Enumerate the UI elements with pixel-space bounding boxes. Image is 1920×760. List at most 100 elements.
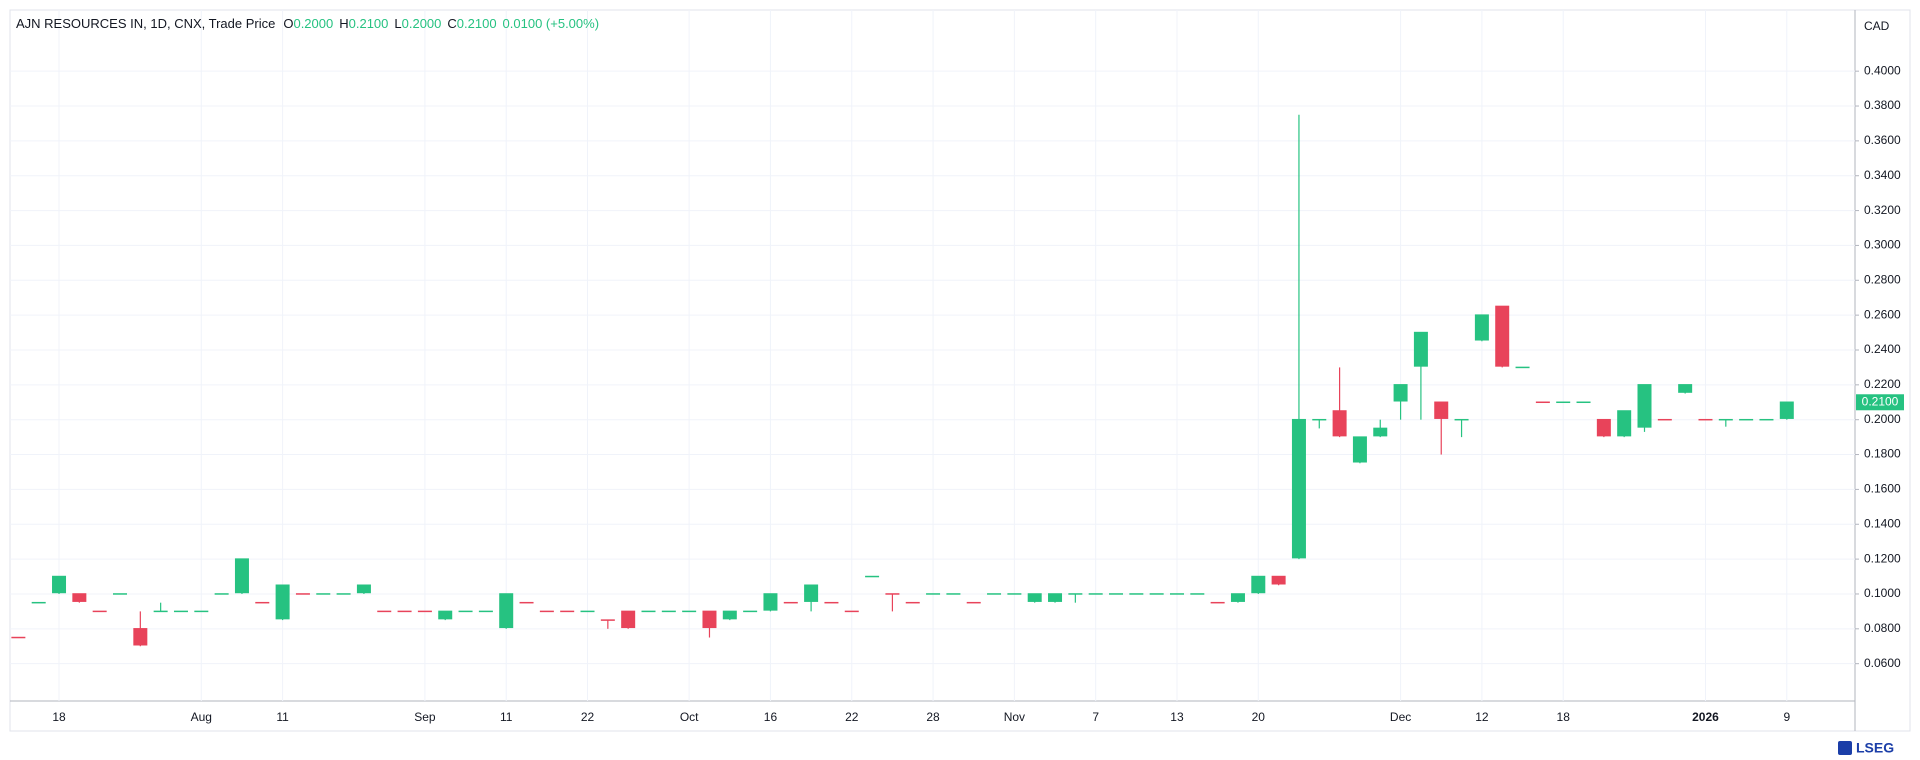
candle-body xyxy=(641,610,656,613)
candle-body xyxy=(865,575,880,578)
brand-logo: LSEG xyxy=(1838,740,1894,756)
candle-body xyxy=(905,601,920,604)
candle-body xyxy=(1678,384,1693,393)
candle-body xyxy=(1474,314,1489,341)
candle-body xyxy=(11,636,26,639)
x-tick-label: 7 xyxy=(1092,710,1099,724)
y-tick-label: 0.3400 xyxy=(1864,168,1901,182)
x-tick-label: 18 xyxy=(1557,710,1571,724)
candle-body xyxy=(763,593,778,611)
last-price-label: 0.2100 xyxy=(1862,394,1899,408)
candle-body xyxy=(1759,418,1774,421)
candle-body xyxy=(560,610,575,613)
x-tick-label: 22 xyxy=(845,710,859,724)
header: AJN RESOURCES IN, 1D, CNX, Trade Price O0… xyxy=(16,16,599,31)
y-tick-label: 0.3200 xyxy=(1864,203,1901,217)
candle-body xyxy=(417,610,432,613)
candle-body xyxy=(92,610,107,613)
ohlc-value: 0.2000 xyxy=(293,16,333,31)
y-tick-label: 0.2400 xyxy=(1864,342,1901,356)
candle-body xyxy=(72,593,87,602)
candle-body xyxy=(1596,418,1611,437)
x-tick-label: 11 xyxy=(276,710,289,724)
y-tick-label: 0.3000 xyxy=(1864,238,1901,252)
candle-body xyxy=(499,593,514,629)
x-tick-label: 11 xyxy=(500,710,513,724)
ohlc-key: O xyxy=(283,16,293,31)
candle-body xyxy=(356,584,371,594)
candle-body xyxy=(1495,305,1510,367)
y-tick-label: 0.2600 xyxy=(1864,307,1901,321)
candle-body xyxy=(1271,575,1286,585)
candle-body xyxy=(1230,593,1245,602)
ohlc-key: L xyxy=(394,16,401,31)
candle-body xyxy=(621,610,636,629)
candle-body xyxy=(804,584,819,602)
candle-body xyxy=(234,558,249,594)
x-tick-label: 20 xyxy=(1252,710,1266,724)
candle-body xyxy=(824,601,839,604)
candle-body xyxy=(458,610,473,613)
ohlc-key: H xyxy=(339,16,348,31)
brand-name: LSEG xyxy=(1856,740,1894,756)
axes: 0.0600 0.0800 0.1000 0.1200 0.1400 0.1600 0.18… xyxy=(52,63,1904,724)
y-tick-label: 0.1000 xyxy=(1864,586,1901,600)
candle-body xyxy=(1129,593,1144,595)
candle-body xyxy=(336,593,351,595)
x-tick-label: 16 xyxy=(764,710,778,724)
x-tick-label: 28 xyxy=(926,710,940,724)
candle-body xyxy=(966,601,981,604)
candle-body xyxy=(519,601,534,604)
candle-body xyxy=(1739,418,1754,421)
candle-body xyxy=(1454,418,1469,421)
last-price-box xyxy=(1856,394,1904,411)
candle-body xyxy=(1718,418,1733,421)
y-tick-label: 0.2800 xyxy=(1864,272,1901,286)
candle-body xyxy=(133,628,148,646)
candle-body xyxy=(194,610,209,613)
candle-body xyxy=(783,601,798,604)
candle-body xyxy=(1109,593,1124,595)
candle-body xyxy=(885,593,900,595)
y-tick-label: 0.0800 xyxy=(1864,621,1901,635)
candle-body xyxy=(539,610,554,613)
x-tick-label: Sep xyxy=(414,710,436,724)
candle-body xyxy=(1637,384,1652,428)
candle-body xyxy=(1413,331,1428,367)
candle-body xyxy=(1657,418,1672,421)
y-tick-label: 0.1200 xyxy=(1864,551,1901,565)
candle-body xyxy=(926,593,941,595)
y-tick-label: 0.2000 xyxy=(1864,412,1901,426)
candle-body xyxy=(438,610,453,620)
candle-body xyxy=(580,610,595,613)
brand-icon xyxy=(1838,741,1852,755)
ohlc-value: 0.2000 xyxy=(402,16,442,31)
x-tick-label: 2026 xyxy=(1692,710,1719,724)
candle-body xyxy=(1434,401,1449,419)
candle-body xyxy=(1169,593,1184,595)
candle-body xyxy=(1535,401,1550,404)
x-tick-label: Aug xyxy=(191,710,212,724)
x-tick-label: 18 xyxy=(52,710,66,724)
candle-body xyxy=(1556,401,1571,404)
candle-body xyxy=(1779,401,1794,419)
candle-body xyxy=(1068,593,1083,595)
ohlc-value: 0.2100 xyxy=(457,16,497,31)
candle-body xyxy=(1027,593,1042,602)
candle-body xyxy=(1048,593,1063,602)
candle-body xyxy=(1312,418,1327,421)
candle-body xyxy=(214,593,229,595)
currency: CAD xyxy=(1864,19,1890,33)
candle-body xyxy=(31,601,46,604)
y-tick-label: 0.4000 xyxy=(1864,63,1901,77)
candle-body xyxy=(1617,410,1632,437)
ohlc-value: 0.2100 xyxy=(349,16,389,31)
y-tick-label: 0.1800 xyxy=(1864,447,1901,461)
y-tick-label: 0.1400 xyxy=(1864,516,1901,530)
symbol: AJN RESOURCES IN, 1D, CNX, Trade Price xyxy=(16,16,275,31)
candle-body xyxy=(1088,593,1103,595)
x-tick-label: Nov xyxy=(1004,710,1025,724)
candle-body xyxy=(1576,401,1591,404)
candle-body xyxy=(844,610,859,613)
